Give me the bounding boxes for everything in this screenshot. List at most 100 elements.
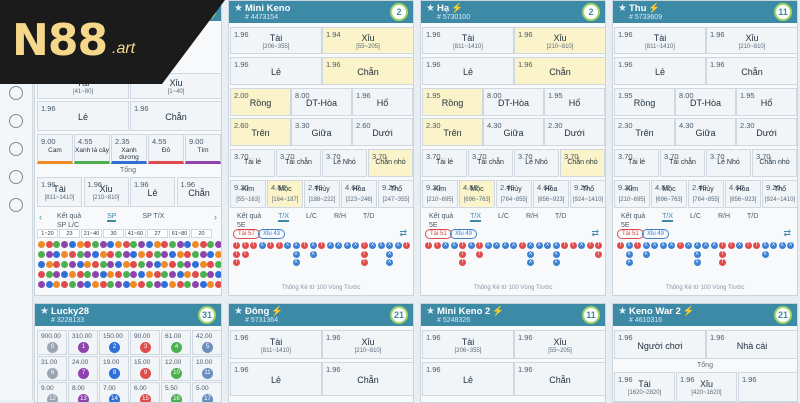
bet-combo-0[interactable]: 3.70 Tài lẻ: [422, 149, 467, 177]
color-bet-2[interactable]: 2.35 Xanh dương: [111, 134, 147, 164]
bet-le[interactable]: 1.96 Lẻ: [230, 362, 322, 396]
lucky-bet-11[interactable]: 10.00 11: [192, 356, 221, 381]
bet-row1-left[interactable]: 1.96 Người chơi: [614, 330, 706, 359]
lucky-bet-9[interactable]: 15.00 9: [130, 356, 160, 381]
star-icon[interactable]: ★: [40, 306, 49, 317]
tab-2[interactable]: L/C: [306, 213, 317, 220]
bet-combo-3[interactable]: 3.70 Chẵn nhỏ: [560, 149, 605, 177]
bet-combo-0[interactable]: 3.70 Tài lẻ: [614, 149, 659, 177]
tab-1[interactable]: SP: [107, 213, 117, 222]
tab-2[interactable]: L/C: [498, 213, 509, 220]
bet-le[interactable]: 1.96 Lẻ: [37, 101, 129, 131]
total-bet-1[interactable]: 1.96 Xỉu [420~1620]: [676, 372, 737, 402]
bet-dt-hoa[interactable]: 8.00 DT-Hòa: [291, 88, 352, 116]
tab-1[interactable]: T/X: [470, 213, 482, 222]
bet-tai[interactable]: 1.96 Tài [811~1410]: [614, 27, 706, 54]
bet-combo-1[interactable]: 3.70 Tài chẵn: [660, 149, 705, 177]
star-icon[interactable]: ★: [426, 306, 435, 317]
chevron-left-icon[interactable]: ‹: [39, 212, 42, 222]
total-bet-3[interactable]: 1.96 Chẵn: [176, 177, 221, 207]
star-icon[interactable]: ★: [426, 3, 435, 14]
lucky-bet-2[interactable]: 150.00 2: [99, 330, 129, 355]
bet-element-3[interactable]: 4.60 Hỏa [856~923]: [725, 180, 761, 208]
bet-element-0[interactable]: 9.20 Kim [210~695]: [614, 180, 650, 208]
bet-giua[interactable]: 4.30 Giữa: [483, 118, 544, 146]
bet-row1-right[interactable]: 1.96 Xỉu [210~810]: [322, 330, 413, 359]
lucky-bet-7[interactable]: 24.00 7: [68, 356, 98, 381]
bet-le[interactable]: 1.96 Lẻ: [614, 57, 706, 85]
swap-icon[interactable]: ⇄: [399, 228, 407, 238]
bet-duoi[interactable]: 2.30 Dưới: [736, 118, 797, 146]
bet-xiu[interactable]: 1.96 Xỉu [210~810]: [514, 27, 605, 54]
bet-rong[interactable]: 1.95 Rồng: [614, 88, 675, 116]
search-icon[interactable]: [9, 170, 23, 184]
tab-0[interactable]: Kết quả: [57, 213, 82, 220]
bet-row1-left[interactable]: 1.96 Tài [811~1410]: [230, 330, 322, 359]
bet-combo-2[interactable]: 3.70 Lẻ Nhỏ: [322, 149, 367, 177]
tab-5[interactable]: 5E: [429, 222, 438, 229]
bet-ho[interactable]: 1.95 Hổ: [544, 88, 605, 116]
bet-le[interactable]: 1.96 Lẻ: [230, 57, 322, 85]
sword-icon[interactable]: [9, 142, 23, 156]
lucky-bet-12[interactable]: 9.00 12: [37, 382, 67, 402]
star-icon[interactable]: ★: [618, 306, 627, 317]
bet-combo-3[interactable]: 3.70 Chẵn nhỏ: [368, 149, 413, 177]
lucky-bet-13[interactable]: 8.00 13: [68, 382, 98, 402]
bet-chan[interactable]: 1.96 Chẵn: [322, 362, 413, 396]
swap-icon[interactable]: ⇄: [591, 228, 599, 238]
lucky-bet-15[interactable]: 6.00 15: [130, 382, 160, 402]
bet-element-2[interactable]: 2.40 Thủy [764~855]: [496, 180, 532, 208]
star-icon[interactable]: ★: [234, 306, 243, 317]
bet-xiu[interactable]: 1.94 Xỉu [55~205]: [322, 27, 413, 54]
total-bet-0[interactable]: 1.96 Tài [1620~2820]: [614, 372, 675, 402]
bet-element-0[interactable]: 9.20 Kim [210~695]: [422, 180, 458, 208]
tab-0[interactable]: Kết quả: [429, 213, 454, 220]
bet-chan[interactable]: 1.96 Chẵn: [514, 362, 605, 396]
bet-element-1[interactable]: 4.60 Mộc [164~187]: [267, 180, 303, 208]
tab-1[interactable]: T/X: [278, 213, 290, 222]
lucky-bet-16[interactable]: 5.50 16: [161, 382, 191, 402]
tab-3[interactable]: R/H: [717, 213, 730, 220]
bet-chan[interactable]: 1.96 Chẵn: [130, 101, 221, 131]
bet-element-4[interactable]: 9.20 Thổ [924~1410]: [762, 180, 797, 208]
globe-icon[interactable]: [9, 86, 23, 100]
bet-tai[interactable]: 1.96 Tài [811~1410]: [422, 27, 514, 54]
color-bet-0[interactable]: 9.00 Cam: [37, 134, 73, 164]
tab-2[interactable]: SP T/X: [142, 213, 165, 220]
lucky-bet-4[interactable]: 61.00 4: [161, 330, 191, 355]
bet-element-1[interactable]: 4.60 Mộc [696~763]: [651, 180, 687, 208]
bet-chan[interactable]: 1.96 Chẵn: [706, 57, 797, 85]
bet-combo-1[interactable]: 3.70 Tài chẵn: [276, 149, 321, 177]
bet-combo-1[interactable]: 3.70 Tài chẵn: [468, 149, 513, 177]
bet-ho[interactable]: 1.96 Hổ: [352, 88, 413, 116]
bet-combo-2[interactable]: 3.70 Lẻ Nhỏ: [514, 149, 559, 177]
bet-row1-right[interactable]: 1.96 Xỉu [55~205]: [514, 330, 605, 359]
tab-2[interactable]: L/C: [690, 213, 701, 220]
lucky-bet-5[interactable]: 42.00 5: [192, 330, 221, 355]
lucky-bet-1[interactable]: 310.00 1: [68, 330, 98, 355]
bet-giua[interactable]: 4.30 Giữa: [675, 118, 736, 146]
lucky-bet-6[interactable]: 31.00 6: [37, 356, 67, 381]
bet-dt-hoa[interactable]: 8.00 DT-Hòa: [483, 88, 544, 116]
tab-3[interactable]: SP L/C: [57, 222, 80, 229]
tab-5[interactable]: 5E: [621, 222, 630, 229]
tab-4[interactable]: T/D: [363, 213, 375, 220]
total-bet-2[interactable]: 1.96: [738, 372, 797, 402]
bet-tren[interactable]: 2.30 Trên: [422, 118, 483, 146]
bet-element-4[interactable]: 9.20 Thổ [247~355]: [378, 180, 413, 208]
swap-icon[interactable]: ⇄: [783, 228, 791, 238]
bet-rong[interactable]: 2.00 Rồng: [230, 88, 291, 116]
tab-5[interactable]: 5E: [237, 222, 246, 229]
bet-duoi[interactable]: 2.60 Dưới: [352, 118, 413, 146]
bet-xiu[interactable]: 1.96 Xỉu [210~810]: [706, 27, 797, 54]
color-bet-3[interactable]: 4.55 Đỏ: [148, 134, 184, 164]
total-bet-2[interactable]: 1.96 Lẻ: [130, 177, 175, 207]
bet-element-2[interactable]: 2.40 Thủy [188~222]: [304, 180, 340, 208]
lucky-bet-17[interactable]: 5.00 17: [192, 382, 221, 402]
chat-icon[interactable]: [9, 114, 23, 128]
sort-icon[interactable]: [9, 198, 23, 212]
bet-combo-3[interactable]: 3.70 Chẵn nhỏ: [752, 149, 797, 177]
star-icon[interactable]: ★: [618, 3, 627, 14]
tab-4[interactable]: T/D: [555, 213, 567, 220]
chevron-right-icon[interactable]: ›: [214, 212, 217, 222]
